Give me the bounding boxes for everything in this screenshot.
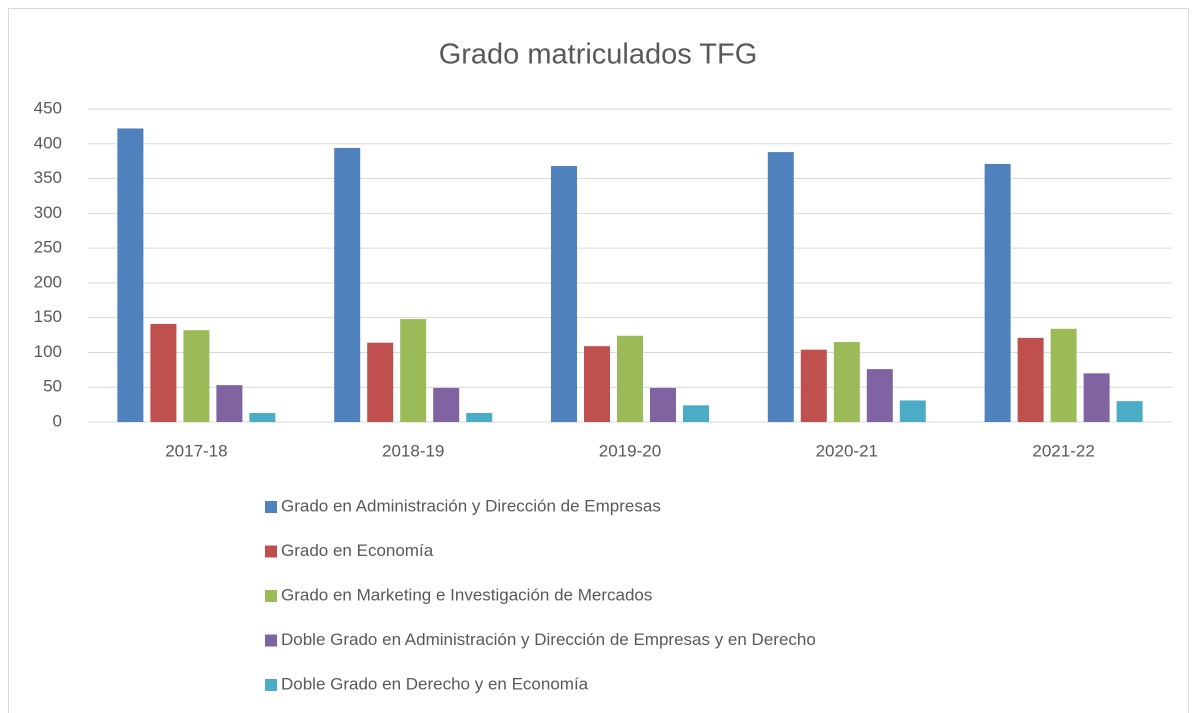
legend-swatch — [265, 679, 277, 691]
bar — [833, 342, 860, 422]
legend-swatch — [265, 501, 277, 513]
legend-label: Doble Grado en Administración y Direcció… — [281, 630, 816, 649]
y-tick-label: 150 — [34, 307, 62, 326]
bar — [683, 405, 709, 422]
x-tick-label: 2018-19 — [382, 441, 444, 460]
bar — [650, 387, 676, 422]
y-tick-label: 200 — [34, 272, 62, 291]
bar — [584, 346, 610, 422]
bar — [433, 387, 460, 422]
x-tick-label: 2017-18 — [165, 441, 227, 460]
bar — [1017, 337, 1044, 422]
bar — [984, 163, 1011, 422]
x-tick-label: 2021-22 — [1032, 441, 1094, 460]
legend-label: Grado en Marketing e Investigación de Me… — [281, 585, 652, 604]
legend-label: Doble Grado en Derecho y en Economía — [281, 674, 589, 693]
bar — [1050, 328, 1077, 422]
y-tick-label: 400 — [34, 133, 62, 152]
y-tick-label: 250 — [34, 238, 62, 257]
y-tick-label: 0 — [53, 411, 62, 430]
bar — [551, 166, 577, 422]
bar — [150, 323, 177, 422]
bar — [400, 319, 427, 422]
y-tick-label: 50 — [43, 377, 62, 396]
x-tick-label: 2019-20 — [599, 441, 661, 460]
bar — [617, 335, 643, 422]
bar — [183, 330, 210, 422]
bar — [1083, 373, 1110, 422]
bar — [800, 349, 827, 422]
bar — [249, 412, 276, 422]
chart-title: Grado matriculados TFG — [439, 39, 758, 71]
bar — [1116, 401, 1143, 422]
y-tick-label: 350 — [34, 168, 62, 187]
y-tick-label: 300 — [34, 203, 62, 222]
y-tick-label: 450 — [34, 98, 62, 117]
x-tick-label: 2020-21 — [816, 441, 878, 460]
legend-swatch — [265, 634, 277, 647]
legend-swatch — [265, 590, 277, 602]
bar — [216, 385, 243, 422]
y-tick-label: 100 — [34, 342, 62, 361]
bar — [899, 400, 926, 422]
bar — [334, 147, 361, 422]
legend-label: Grado en Economía — [281, 541, 434, 560]
bar — [117, 128, 144, 422]
legend-swatch — [265, 545, 277, 558]
bar — [466, 412, 493, 422]
bar — [767, 152, 794, 422]
legend-label: Grado en Administración y Dirección de E… — [281, 496, 661, 515]
bar — [367, 342, 394, 422]
bar — [866, 369, 893, 422]
